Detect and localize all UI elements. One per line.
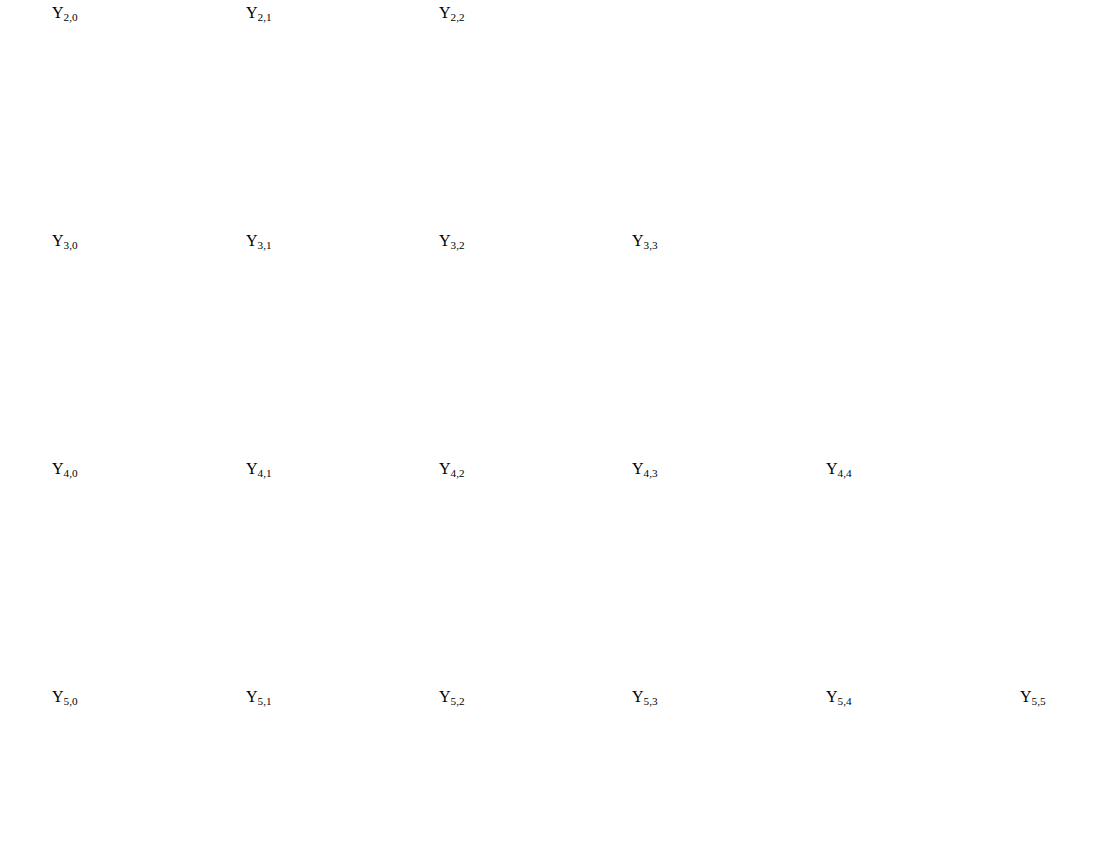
svg-text:Y​5,1​: Y​5,1​ xyxy=(246,688,272,707)
svg-text:Y​4,4​: Y​4,4​ xyxy=(826,460,852,479)
svg-text:Y​5,2​: Y​5,2​ xyxy=(439,688,465,707)
svg-text:Y​4,0​: Y​4,0​ xyxy=(52,460,78,479)
svg-text:Y​2,1​: Y​2,1​ xyxy=(246,4,272,23)
svg-text:Y​5,3​: Y​5,3​ xyxy=(632,688,658,707)
svg-text:Y​2,2​: Y​2,2​ xyxy=(439,4,465,23)
svg-text:Y​5,4​: Y​5,4​ xyxy=(826,688,852,707)
svg-text:Y​4,3​: Y​4,3​ xyxy=(632,460,658,479)
svg-text:Y​5,0​: Y​5,0​ xyxy=(52,688,78,707)
svg-text:Y​2,0​: Y​2,0​ xyxy=(52,4,78,23)
svg-text:Y​5,5​: Y​5,5​ xyxy=(1020,688,1046,707)
svg-text:Y​4,1​: Y​4,1​ xyxy=(246,460,272,479)
svg-text:Y​4,2​: Y​4,2​ xyxy=(439,460,465,479)
svg-text:Y​3,1​: Y​3,1​ xyxy=(246,232,272,251)
svg-text:Y​3,0​: Y​3,0​ xyxy=(52,232,78,251)
svg-text:Y​3,3​: Y​3,3​ xyxy=(632,232,658,251)
svg-text:Y​3,2​: Y​3,2​ xyxy=(439,232,465,251)
